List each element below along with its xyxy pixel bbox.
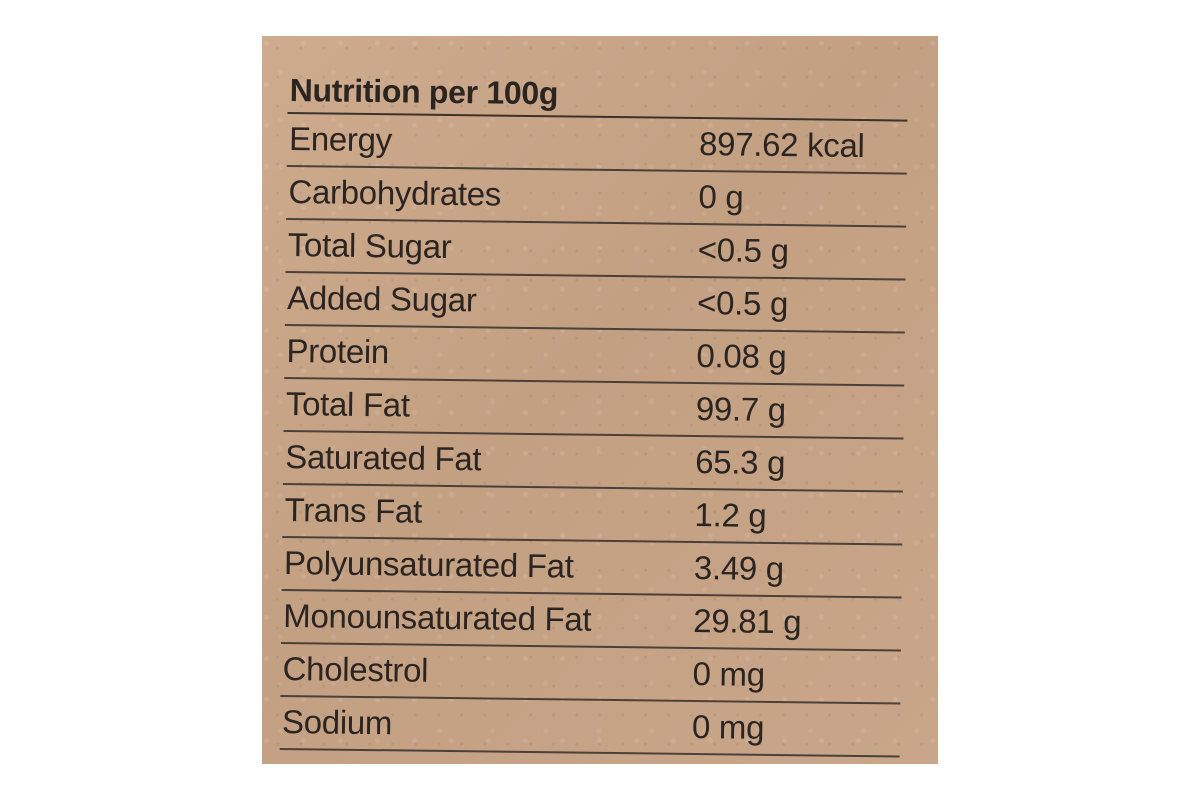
nutrient-name: Monounsaturated Fat xyxy=(283,596,592,638)
nutrient-row-protein: Protein 0.08 g xyxy=(284,325,905,387)
nutrition-title: Nutrition per 100g xyxy=(287,68,908,122)
nutrient-name: Added Sugar xyxy=(286,279,477,319)
nutrient-value: 0 g xyxy=(698,178,744,216)
nutrient-name: Polyunsaturated Fat xyxy=(283,543,574,585)
nutrient-name: Sodium xyxy=(281,702,393,742)
nutrient-name: Protein xyxy=(286,332,390,371)
nutrient-value: 897.62 kcal xyxy=(698,125,865,165)
nutrition-label-photo: Nutrition per 100g Energy 897.62 kcal Ca… xyxy=(262,36,938,764)
nutrient-value: 0 mg xyxy=(692,654,766,693)
nutrient-name: Energy xyxy=(288,120,393,159)
nutrient-value: 29.81 g xyxy=(693,601,802,641)
nutrient-name: Cholestrol xyxy=(282,649,429,689)
nutrient-row-carbohydrates: Carbohydrates 0 g xyxy=(286,166,907,228)
nutrient-value: 1.2 g xyxy=(694,496,767,534)
nutrient-row-total-sugar: Total Sugar <0.5 g xyxy=(285,219,907,281)
nutrient-value: 0 mg xyxy=(691,707,765,746)
nutrient-row-energy: Energy 897.62 kcal xyxy=(286,113,908,175)
nutrient-row-polyunsaturated-fat: Polyunsaturated Fat 3.49 g xyxy=(281,537,903,599)
nutrition-table: Nutrition per 100g Energy 897.62 kcal Ca… xyxy=(279,68,908,758)
nutrient-row-trans-fat: Trans Fat 1.2 g xyxy=(282,484,903,546)
nutrient-value: 99.7 g xyxy=(695,390,787,429)
nutrient-name: Trans Fat xyxy=(284,490,423,530)
nutrient-row-monounsaturated-fat: Monounsaturated Fat 29.81 g xyxy=(280,590,902,652)
nutrient-value: <0.5 g xyxy=(696,284,789,323)
nutrient-value: <0.5 g xyxy=(697,231,789,270)
nutrient-row-total-fat: Total Fat 99.7 g xyxy=(283,378,905,440)
nutrient-name: Carbohydrates xyxy=(288,173,502,213)
nutrient-row-cholestrol: Cholestrol 0 mg xyxy=(280,643,901,705)
nutrient-name: Total Sugar xyxy=(287,226,452,266)
nutrient-row-saturated-fat: Saturated Fat 65.3 g xyxy=(282,431,904,493)
nutrient-value: 0.08 g xyxy=(696,337,787,376)
nutrient-value: 3.49 g xyxy=(693,548,785,588)
nutrient-value: 65.3 g xyxy=(694,443,786,482)
nutrient-row-added-sugar: Added Sugar <0.5 g xyxy=(284,272,906,334)
nutrient-name: Saturated Fat xyxy=(285,437,482,478)
nutrient-name: Total Fat xyxy=(285,385,410,424)
nutrient-row-sodium: Sodium 0 mg xyxy=(279,696,901,758)
